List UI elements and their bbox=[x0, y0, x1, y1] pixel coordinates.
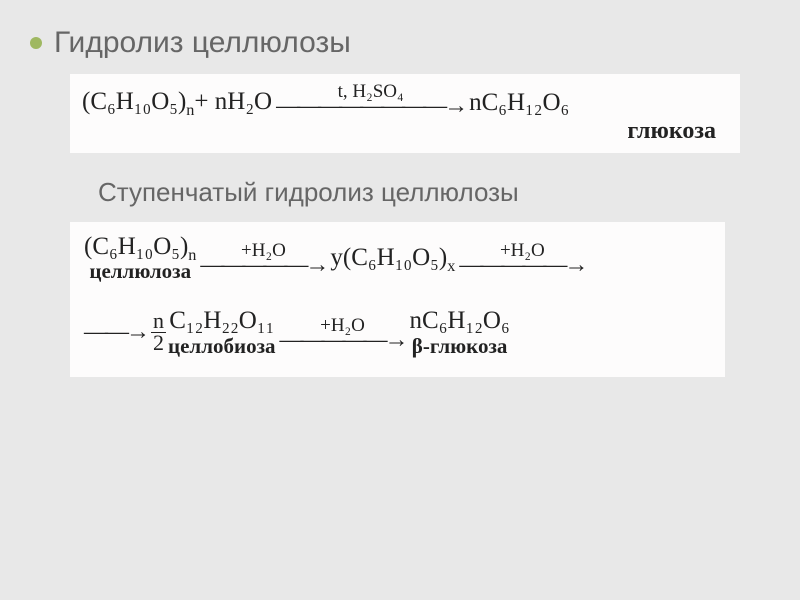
eq1-lhs-f: (C₆H₁₀O₅) bbox=[82, 88, 186, 115]
equation-1-line: (C₆H₁₀O₅)n + nH₂O t, H₂SO₄ ————————→ nC₆… bbox=[82, 82, 728, 116]
eq2-l2-term1-label: целлобиоза bbox=[168, 335, 276, 357]
eq1-arrow: t, H₂SO₄ ————————→ bbox=[276, 82, 465, 116]
equation-box-1: (C₆H₁₀O₅)n + nH₂O t, H₂SO₄ ————————→ nC₆… bbox=[70, 74, 740, 153]
title-row: Гидролиз целлюлозы bbox=[30, 26, 770, 60]
eq2-l1-t2-p: у bbox=[330, 244, 343, 271]
eq1-plus-h2o: + nH₂O bbox=[194, 88, 272, 116]
eq1-product-label: глюкоза bbox=[82, 118, 716, 145]
eq2-l1-t2-s: x bbox=[447, 257, 455, 275]
eq2-l1-arrow1: +H₂O —————→ bbox=[200, 241, 326, 275]
slide-container: Гидролиз целлюлозы (C₆H₁₀O₅)n + nH₂O t, … bbox=[0, 0, 800, 600]
eq2-l2-term2-label: β-глюкоза bbox=[412, 335, 508, 357]
eq2-l2-term1: C₁₂H₂₂O₁₁ целлобиоза bbox=[168, 308, 276, 356]
eq2-l2-frac-den: 2 bbox=[151, 333, 166, 354]
eq2-line2: ——→ n 2 C₁₂H₂₂O₁₁ целлобиоза +H₂O —————→… bbox=[84, 308, 711, 356]
eq2-line1: (C₆H₁₀O₅)n целлюлоза +H₂O —————→ у(C₆H₁₀… bbox=[84, 234, 711, 282]
arrow-icon: ————————→ bbox=[276, 97, 465, 116]
eq2-l2-term2-formula: nC₆H₁₂O₆ bbox=[410, 308, 510, 334]
bullet-icon bbox=[30, 37, 42, 49]
arrow-icon: ——→ bbox=[84, 323, 147, 342]
eq2-l1-t1-f: (C₆H₁₀O₅) bbox=[84, 233, 188, 260]
eq2-l1-t2-f: (C₆H₁₀O₅) bbox=[343, 244, 447, 271]
eq2-l2-term2: nC₆H₁₂O₆ β-глюкоза bbox=[410, 308, 510, 356]
eq2-l2-frac: n 2 bbox=[151, 311, 166, 354]
eq1-rhs: nC₆H₁₂O₆ bbox=[469, 90, 569, 116]
eq2-l1-term2: у(C₆H₁₀O₅)x bbox=[330, 244, 455, 272]
eq2-l1-term1-formula: (C₆H₁₀O₅)n bbox=[84, 234, 196, 260]
eq1-rhs-formula: nC₆H₁₂O₆ bbox=[469, 90, 569, 116]
eq2-l1-arrow2: +H₂O —————→ bbox=[459, 241, 585, 275]
subtitle-text: Ступенчатый гидролиз целлюлозы bbox=[98, 177, 770, 208]
slide-title: Гидролиз целлюлозы bbox=[54, 26, 351, 60]
arrow-icon: —————→ bbox=[200, 256, 326, 275]
eq2-l2-term1-formula: C₁₂H₂₂O₁₁ bbox=[169, 308, 274, 334]
eq2-l1-term1-label: целлюлоза bbox=[89, 260, 191, 282]
arrow-icon: —————→ bbox=[459, 256, 585, 275]
eq1-lhs-sub: n bbox=[186, 101, 194, 119]
eq2-l2-arrow: +H₂O —————→ bbox=[280, 316, 406, 350]
arrow-icon: —————→ bbox=[280, 331, 406, 350]
eq1-lhs-formula: (C₆H₁₀O₅)n bbox=[82, 88, 194, 116]
equation-box-2: (C₆H₁₀O₅)n целлюлоза +H₂O —————→ у(C₆H₁₀… bbox=[70, 222, 725, 377]
eq2-l1-term1: (C₆H₁₀O₅)n целлюлоза bbox=[84, 234, 196, 282]
